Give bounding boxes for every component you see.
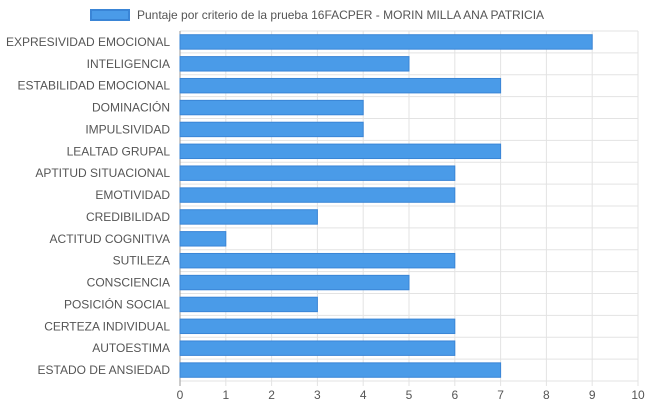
bar [179,99,364,116]
bar [179,143,502,160]
bar [179,165,456,181]
bar [179,231,227,247]
category-label: CREDIBILIDAD [86,210,170,224]
bar [179,252,456,269]
bar [179,209,318,225]
category-label: DOMINACIÓN [92,100,170,115]
bar [179,296,318,313]
bar [179,187,456,203]
x-tick-label: 8 [543,388,550,402]
category-label: INTELIGENCIA [87,57,170,71]
x-tick-label: 3 [314,388,321,402]
x-tick-label: 9 [589,388,596,402]
legend[interactable]: Puntaje por criterio de la prueba 16FACP… [90,6,544,24]
category-label: CERTEZA INDIVIDUAL [44,319,170,333]
category-label: CONSCIENCIA [87,276,170,290]
category-label: ESTABILIDAD EMOCIONAL [18,79,171,93]
category-label: AUTOESTIMA [92,341,170,355]
x-tick-label: 6 [451,388,458,402]
category-label: EXPRESIVIDAD EMOCIONAL [6,35,170,49]
bar [179,121,364,138]
category-label: IMPULSIVIDAD [85,122,170,136]
x-tick-label: 2 [268,388,275,402]
bar [179,56,410,72]
bar [179,318,456,335]
legend-label: Puntaje por criterio de la prueba 16FACP… [137,8,545,22]
category-label: ESTADO DE ANSIEDAD [38,363,171,377]
legend-swatch [90,9,130,21]
category-label: EMOTIVIDAD [95,188,170,202]
x-tick-label: 5 [406,388,413,402]
category-label: LEALTAD GRUPAL [67,144,171,158]
bar [179,340,456,356]
x-tick-label: 7 [497,388,504,402]
category-label: ACTITUD COGNITIVA [50,232,170,246]
category-label: APTITUD SITUACIONAL [35,166,170,180]
x-tick-label: 1 [222,388,229,402]
x-tick-label: 10 [631,388,645,402]
bar [179,77,502,94]
x-tick-label: 4 [360,388,367,402]
category-label: SUTILEZA [113,254,170,268]
bar [179,362,502,378]
bar [179,34,593,50]
x-tick-label: 0 [177,388,184,402]
category-label: POSICIÓN SOCIAL [64,296,170,311]
bar [179,274,410,291]
